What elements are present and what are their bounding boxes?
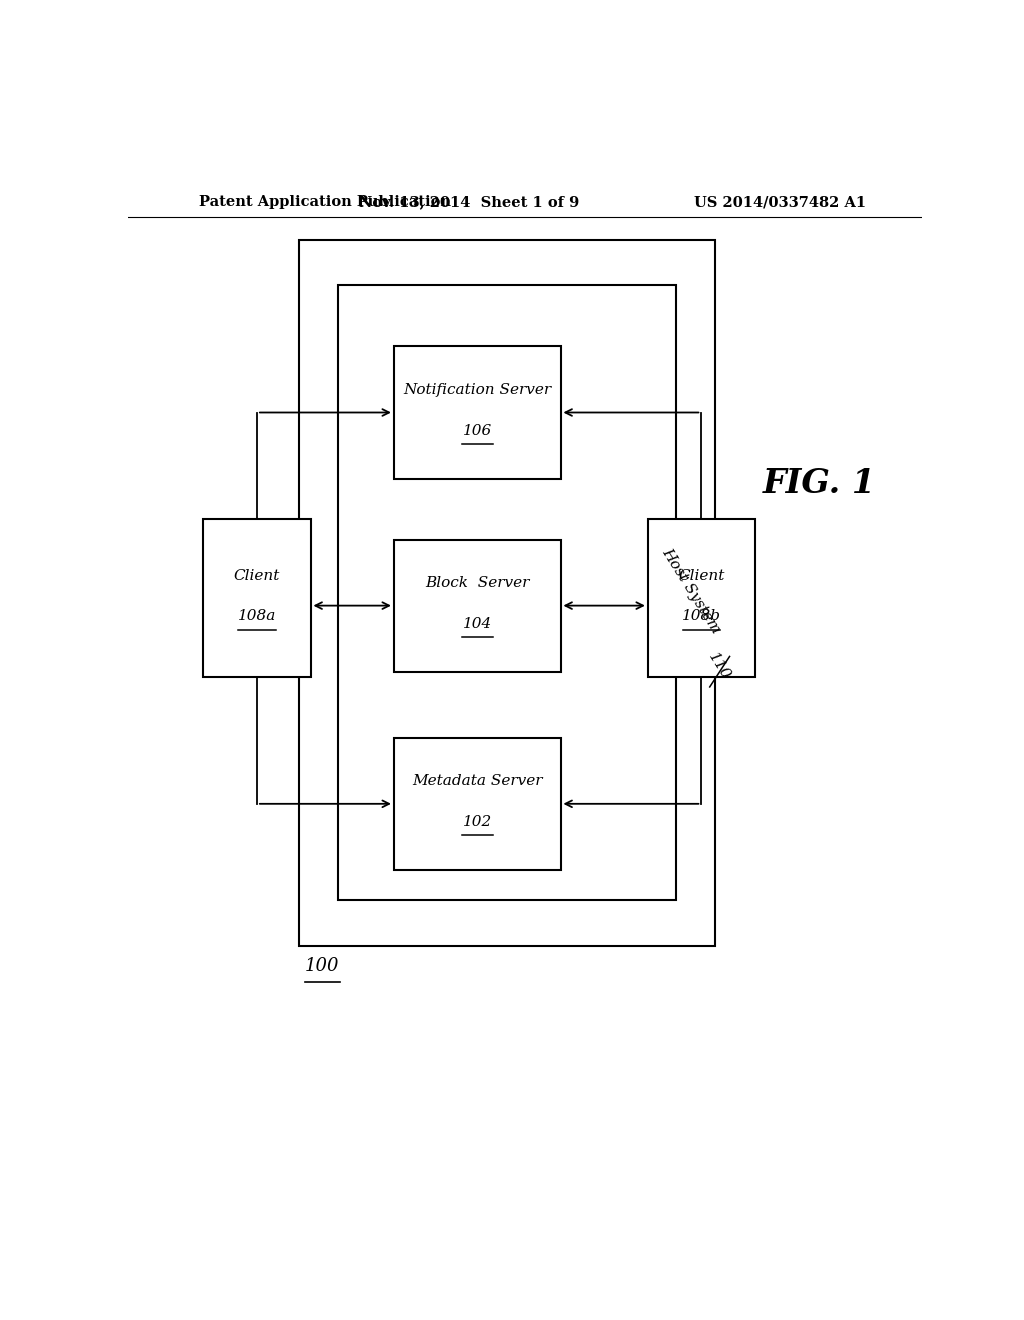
Text: Notification Server: Notification Server bbox=[403, 383, 551, 397]
Text: Patent Application Publication: Patent Application Publication bbox=[200, 195, 452, 209]
Text: 104: 104 bbox=[463, 616, 492, 631]
Text: Client: Client bbox=[233, 569, 281, 582]
Text: Metadata Server: Metadata Server bbox=[412, 775, 543, 788]
Text: Nov. 13, 2014  Sheet 1 of 9: Nov. 13, 2014 Sheet 1 of 9 bbox=[359, 195, 580, 209]
Bar bbox=[394, 738, 560, 870]
Bar bbox=[394, 346, 560, 479]
Text: Block  Server: Block Server bbox=[425, 577, 529, 590]
Text: FIG. 1: FIG. 1 bbox=[763, 467, 876, 500]
Bar bbox=[648, 519, 755, 677]
Text: Client: Client bbox=[678, 569, 725, 582]
Text: 100: 100 bbox=[305, 957, 340, 975]
Bar bbox=[338, 285, 676, 900]
Text: 108b: 108b bbox=[682, 610, 721, 623]
Text: 108a: 108a bbox=[238, 610, 276, 623]
Text: 110: 110 bbox=[706, 651, 733, 682]
Bar bbox=[204, 519, 310, 677]
Bar bbox=[299, 240, 716, 946]
Text: 106: 106 bbox=[463, 424, 492, 438]
Text: Host System: Host System bbox=[659, 545, 723, 636]
Text: 102: 102 bbox=[463, 816, 492, 829]
Bar bbox=[394, 540, 560, 672]
Text: US 2014/0337482 A1: US 2014/0337482 A1 bbox=[694, 195, 866, 209]
